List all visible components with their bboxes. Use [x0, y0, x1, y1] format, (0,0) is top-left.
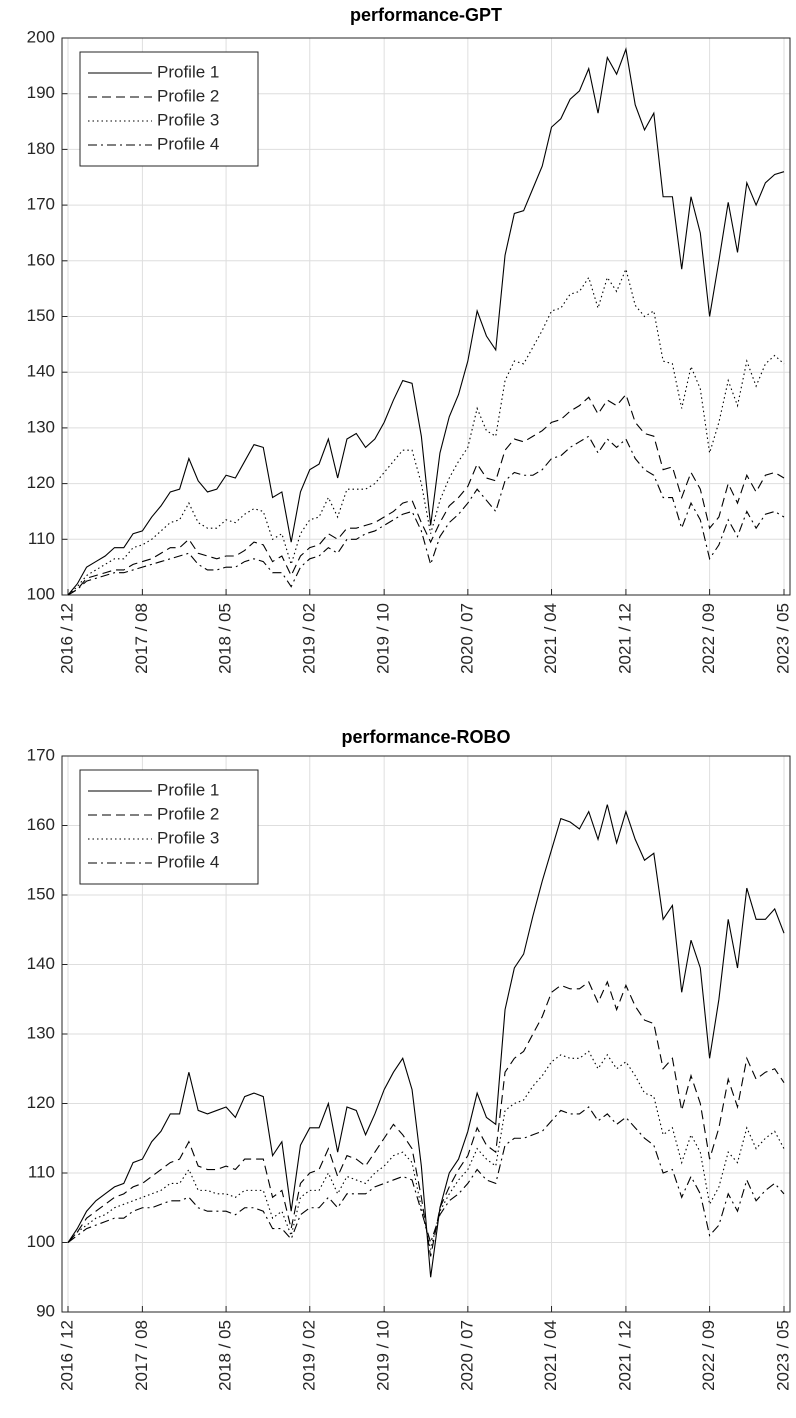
x-tick-label: 2017 / 08 — [132, 1320, 151, 1391]
y-tick-label: 110 — [28, 529, 55, 548]
x-tick-label: 2021 / 04 — [541, 1320, 560, 1391]
legend-label: Profile 1 — [157, 780, 219, 799]
x-tick-label: 2017 / 08 — [132, 603, 151, 674]
x-tick-label: 2020 / 07 — [457, 1320, 476, 1391]
data-line — [67, 267, 785, 596]
y-tick-label: 110 — [28, 1162, 55, 1181]
x-tick-label: 2016 / 12 — [57, 1320, 76, 1391]
legend-box — [79, 51, 259, 167]
chart-title: performance-GPT — [350, 5, 502, 25]
axes-box — [61, 755, 791, 1313]
legend-label: Profile 2 — [157, 804, 219, 823]
y-tick-label: 200 — [27, 27, 55, 46]
y-tick-label: 120 — [27, 473, 55, 492]
legend-label: Profile 3 — [157, 828, 219, 847]
legend-label: Profile 4 — [157, 852, 219, 871]
y-tick-label: 90 — [36, 1301, 55, 1320]
x-tick-label: 2021 / 12 — [615, 603, 634, 674]
x-tick-label: 2020 / 07 — [457, 603, 476, 674]
y-tick-label: 180 — [27, 139, 55, 158]
y-tick-label: 140 — [27, 954, 55, 973]
x-tick-label: 2023 / 05 — [773, 603, 792, 674]
x-tick-label: 2019 / 02 — [299, 603, 318, 674]
legend-box — [79, 769, 259, 885]
data-line — [67, 980, 785, 1257]
x-tick-label: 2016 / 12 — [57, 603, 76, 674]
data-line — [67, 435, 785, 596]
y-tick-label: 170 — [27, 195, 55, 214]
y-tick-label: 100 — [27, 584, 55, 603]
y-tick-label: 190 — [27, 83, 55, 102]
data-line — [67, 393, 785, 596]
axes-box — [61, 37, 791, 596]
x-tick-label: 2022 / 09 — [699, 603, 718, 674]
y-tick-label: 120 — [27, 1093, 55, 1112]
x-tick-label: 2022 / 09 — [699, 1320, 718, 1391]
y-tick-label: 150 — [27, 306, 55, 325]
x-tick-label: 2019 / 02 — [299, 1320, 318, 1391]
y-tick-label: 130 — [27, 1023, 55, 1042]
legend-label: Profile 2 — [157, 86, 219, 105]
data-line — [67, 47, 785, 596]
y-tick-label: 170 — [27, 745, 55, 764]
y-tick-label: 140 — [27, 362, 55, 381]
x-tick-label: 2023 / 05 — [773, 1320, 792, 1391]
legend-label: Profile 3 — [157, 110, 219, 129]
x-tick-label: 2021 / 04 — [541, 603, 560, 674]
x-tick-label: 2021 / 12 — [615, 1320, 634, 1391]
x-tick-label: 2018 / 05 — [216, 603, 235, 674]
legend-label: Profile 4 — [157, 134, 219, 153]
y-tick-label: 160 — [27, 250, 55, 269]
data-line — [67, 1106, 785, 1245]
y-tick-label: 150 — [27, 884, 55, 903]
y-tick-label: 100 — [27, 1232, 55, 1251]
x-tick-label: 2019 / 10 — [374, 603, 393, 674]
y-tick-label: 130 — [27, 417, 55, 436]
chart-title: performance-ROBO — [341, 727, 510, 747]
x-tick-label: 2019 / 10 — [374, 1320, 393, 1391]
data-line — [67, 804, 785, 1278]
y-tick-label: 160 — [27, 815, 55, 834]
x-tick-label: 2018 / 05 — [216, 1320, 235, 1391]
legend-label: Profile 1 — [157, 62, 219, 81]
